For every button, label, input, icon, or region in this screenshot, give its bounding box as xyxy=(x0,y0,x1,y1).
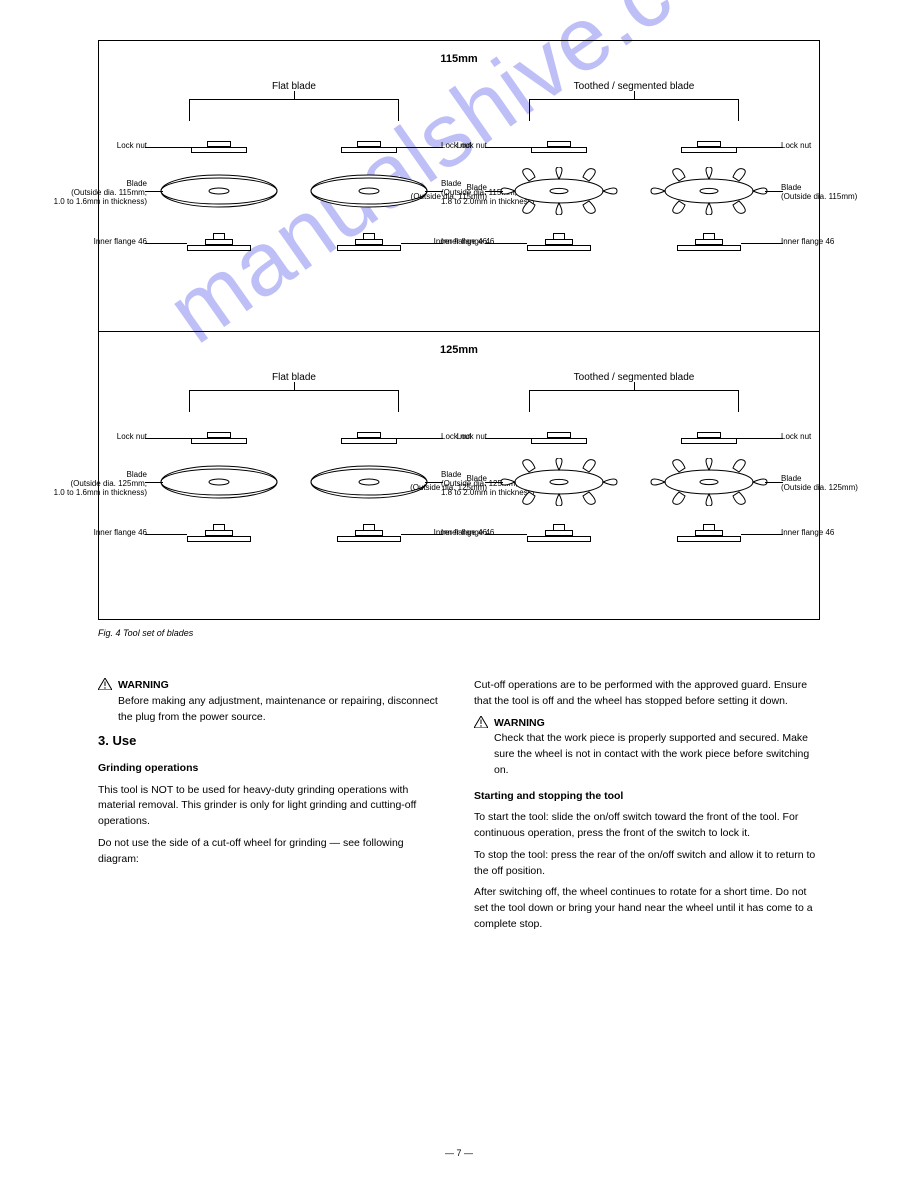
blade-label: Blade(Outside dia. 115mm) xyxy=(411,183,487,201)
locknut-label: Lock nut xyxy=(117,432,147,441)
section-115: 115mm Flat blade Lock nut Blade(Outside … xyxy=(99,41,819,331)
col-115-flat-b: Lock nut Blade(Outside dia. 115mm,1.8 to… xyxy=(299,123,439,313)
col-115-seg-b: Lock nut xyxy=(639,123,779,313)
locknut-icon xyxy=(531,141,587,153)
col-115-seg-a: Lock nut xyxy=(489,123,629,313)
innerflange-label: Inner flange 46 xyxy=(434,237,487,246)
bracket xyxy=(189,390,399,412)
group-115-seg: Toothed / segmented blade Lock nut xyxy=(479,81,789,311)
innerflange-icon xyxy=(187,524,251,542)
heading-switch: Starting and stopping the tool xyxy=(474,789,820,805)
locknut-label: Lock nut xyxy=(781,141,811,150)
blade-label: Blade(Outside dia. 125mm,1.0 to 1.6mm in… xyxy=(54,470,147,497)
warning-icon xyxy=(98,678,112,690)
right-column: Cut-off operations are to be performed w… xyxy=(474,678,820,939)
innerflange-icon xyxy=(677,524,741,542)
innerflange-label: Inner flange 46 xyxy=(94,528,147,537)
para: This tool is NOT to be used for heavy-du… xyxy=(98,783,444,830)
para: After switching off, the wheel continues… xyxy=(474,885,820,932)
section-115-title: 115mm xyxy=(99,53,819,65)
warning-label: WARNING xyxy=(494,717,545,729)
innerflange-icon xyxy=(337,524,401,542)
blade-label: Blade(Outside dia. 125mm) xyxy=(410,474,487,492)
page-content: 115mm Flat blade Lock nut Blade(Outside … xyxy=(98,40,820,939)
section-125: 125mm Flat blade Lock nut Blade(Outside … xyxy=(99,331,819,621)
innerflange-icon xyxy=(677,233,741,251)
locknut-icon xyxy=(341,432,397,444)
body-text: WARNING Before making any adjustment, ma… xyxy=(98,678,820,939)
innerflange-label: Inner flange 46 xyxy=(781,237,834,246)
locknut-icon xyxy=(191,141,247,153)
seg-blade-icon xyxy=(499,458,619,506)
warning-body: Before making any adjustment, maintenanc… xyxy=(118,695,438,723)
col-115-flat-a: Lock nut Blade(Outside dia. 115mm,1.0 to… xyxy=(149,123,289,313)
bracket xyxy=(189,99,399,121)
locknut-icon xyxy=(191,432,247,444)
seg-blade-icon xyxy=(649,167,769,215)
col-125-flat-b: Lock nut Blade(Outside dia. 125mm,1.8 to… xyxy=(299,414,439,604)
warning-label: WARNING xyxy=(118,679,169,691)
section-125-title: 125mm xyxy=(99,344,819,356)
bracket xyxy=(529,99,739,121)
para: Cut-off operations are to be performed w… xyxy=(474,678,820,710)
locknut-label: Lock nut xyxy=(117,141,147,150)
page-footer: — 7 — xyxy=(98,1148,820,1158)
flat-blade-icon xyxy=(159,173,279,209)
para: To stop the tool: press the rear of the … xyxy=(474,848,820,880)
heading-grinding: Grinding operations xyxy=(98,761,444,777)
warning-body: Check that the work piece is properly su… xyxy=(494,732,809,776)
diagram-box: 115mm Flat blade Lock nut Blade(Outside … xyxy=(98,40,820,620)
figure-caption: Fig. 4 Tool set of blades xyxy=(98,628,820,638)
group-125-flat: Flat blade Lock nut Blade(Outside dia. 1… xyxy=(139,372,449,602)
col-125-seg-b: Lock nut xyxy=(639,414,779,604)
innerflange-icon xyxy=(527,233,591,251)
locknut-icon xyxy=(681,432,737,444)
flat-blade-icon xyxy=(159,464,279,500)
col-125-seg-a: Lock nut xyxy=(489,414,629,604)
para: Do not use the side of a cut-off wheel f… xyxy=(98,836,444,868)
warning-icon xyxy=(474,716,488,728)
locknut-label: Lock nut xyxy=(781,432,811,441)
para: To start the tool: slide the on/off swit… xyxy=(474,810,820,842)
locknut-label: Lock nut xyxy=(457,141,487,150)
bracket xyxy=(529,390,739,412)
blade-label: Blade(Outside dia. 115mm) xyxy=(781,183,857,201)
page-number: — 7 — xyxy=(445,1148,473,1158)
innerflange-label: Inner flange 46 xyxy=(781,528,834,537)
innerflange-icon xyxy=(527,524,591,542)
locknut-icon xyxy=(341,141,397,153)
group-115-flat: Flat blade Lock nut Blade(Outside dia. 1… xyxy=(139,81,449,311)
seg-blade-icon xyxy=(499,167,619,215)
innerflange-icon xyxy=(337,233,401,251)
seg-blade-icon xyxy=(649,458,769,506)
group-125-seg: Toothed / segmented blade Lock nut xyxy=(479,372,789,602)
blade-label: Blade(Outside dia. 125mm) xyxy=(781,474,858,492)
heading-use: 3. Use xyxy=(98,731,444,751)
col-125-flat-a: Lock nut Blade(Outside dia. 125mm,1.0 to… xyxy=(149,414,289,604)
locknut-icon xyxy=(681,141,737,153)
innerflange-label: Inner flange 46 xyxy=(434,528,487,537)
locknut-label: Lock nut xyxy=(457,432,487,441)
locknut-icon xyxy=(531,432,587,444)
innerflange-icon xyxy=(187,233,251,251)
innerflange-label: Inner flange 46 xyxy=(94,237,147,246)
left-column: WARNING Before making any adjustment, ma… xyxy=(98,678,444,939)
blade-label: Blade(Outside dia. 115mm,1.0 to 1.6mm in… xyxy=(54,179,147,206)
